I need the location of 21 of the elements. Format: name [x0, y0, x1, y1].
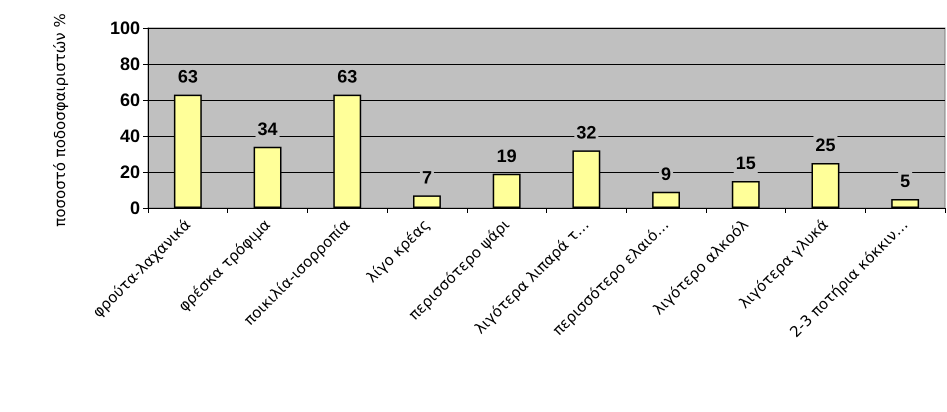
data-label: 25: [815, 135, 836, 155]
bar: [413, 195, 441, 208]
bar: [891, 199, 920, 208]
data-label: 15: [736, 153, 756, 173]
data-label: 7: [422, 167, 432, 188]
y-tick-label: 20: [120, 162, 140, 182]
y-tick-label: 40: [120, 126, 140, 146]
y-axis-title: ποσοστό ποδοσφαιριστών %: [51, 13, 69, 227]
y-tick-label: 80: [120, 54, 140, 74]
bar: [652, 192, 680, 208]
data-label: 5: [900, 171, 910, 191]
data-label: 63: [178, 66, 198, 87]
data-label: 34: [258, 118, 278, 139]
y-tick-label: 0: [130, 198, 140, 218]
y-tick-label: 60: [120, 90, 140, 110]
y-tick-label: 100: [110, 18, 140, 38]
data-label: 19: [496, 146, 517, 166]
bar: [732, 181, 760, 208]
data-label: 9: [661, 164, 672, 184]
data-label: 63: [337, 66, 358, 87]
data-label: 32: [576, 122, 596, 142]
